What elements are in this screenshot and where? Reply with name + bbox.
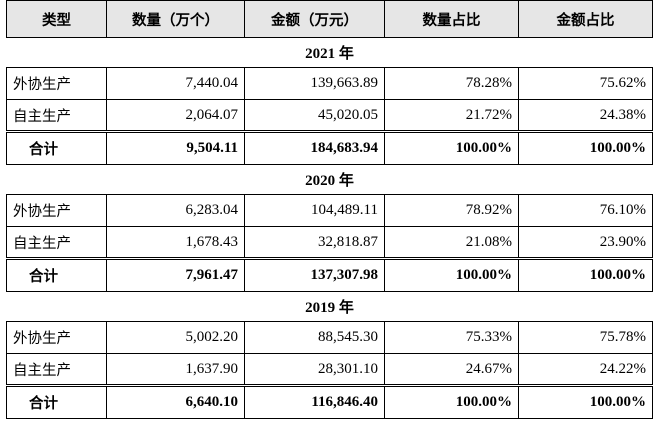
table-row: 外协生产 6,283.04 104,489.11 78.92% 76.10% — [6, 194, 653, 227]
cell-amount: 28,301.10 — [244, 353, 385, 386]
total-quantity-share: 100.00% — [384, 384, 519, 419]
total-quantity: 9,504.11 — [106, 130, 245, 165]
cell-type: 自主生产 — [6, 99, 107, 132]
cell-quantity-share: 24.67% — [384, 353, 519, 386]
total-quantity: 6,640.10 — [106, 384, 245, 419]
cell-amount-share: 76.10% — [518, 194, 653, 227]
cell-amount-share: 75.62% — [518, 67, 653, 100]
total-type: 合计 — [6, 384, 107, 419]
total-quantity-share: 100.00% — [384, 130, 519, 165]
cell-type: 外协生产 — [6, 67, 107, 100]
cell-amount-share: 24.22% — [518, 353, 653, 386]
cell-quantity-share: 21.08% — [384, 226, 519, 259]
total-type: 合计 — [6, 130, 107, 165]
header-type: 类型 — [6, 0, 107, 38]
table-row: 自主生产 2,064.07 45,020.05 21.72% 24.38% — [6, 99, 653, 132]
cell-amount: 45,020.05 — [244, 99, 385, 132]
cell-type: 自主生产 — [6, 226, 107, 259]
total-amount-share: 100.00% — [518, 257, 653, 292]
total-amount: 116,846.40 — [244, 384, 385, 419]
table-row: 外协生产 5,002.20 88,545.30 75.33% 75.78% — [6, 321, 653, 354]
cell-type: 自主生产 — [6, 353, 107, 386]
cell-quantity: 1,637.90 — [106, 353, 245, 386]
year-row: 2020 年 — [6, 164, 653, 195]
cell-quantity: 6,283.04 — [106, 194, 245, 227]
cell-amount: 139,663.89 — [244, 67, 385, 100]
total-amount-share: 100.00% — [518, 384, 653, 419]
header-quantity: 数量（万个） — [106, 0, 245, 38]
header-row: 类型 数量（万个） 金额（万元） 数量占比 金额占比 — [6, 0, 653, 38]
cell-quantity: 5,002.20 — [106, 321, 245, 354]
production-table: 类型 数量（万个） 金额（万元） 数量占比 金额占比 2021 年外协生产 7,4… — [6, 0, 653, 419]
year-row: 2019 年 — [6, 291, 653, 322]
table-row: 自主生产 1,637.90 28,301.10 24.67% 24.22% — [6, 353, 653, 386]
table-row: 自主生产 1,678.43 32,818.87 21.08% 23.90% — [6, 226, 653, 259]
cell-amount: 104,489.11 — [244, 194, 385, 227]
cell-amount: 32,818.87 — [244, 226, 385, 259]
total-quantity: 7,961.47 — [106, 257, 245, 292]
header-quantity-share: 数量占比 — [384, 0, 519, 38]
year-label: 2020 年 — [6, 164, 653, 195]
table-body: 2021 年外协生产 7,440.04 139,663.89 78.28% 75.62%… — [6, 37, 653, 419]
cell-amount-share: 75.78% — [518, 321, 653, 354]
total-row: 合计 9,504.11 184,683.94 100.00% 100.00% — [6, 130, 653, 165]
total-row: 合计 7,961.47 137,307.98 100.00% 100.00% — [6, 257, 653, 292]
total-type: 合计 — [6, 257, 107, 292]
year-label: 2019 年 — [6, 291, 653, 322]
cell-amount: 88,545.30 — [244, 321, 385, 354]
cell-quantity-share: 75.33% — [384, 321, 519, 354]
table-row: 外协生产 7,440.04 139,663.89 78.28% 75.62% — [6, 67, 653, 100]
cell-quantity: 1,678.43 — [106, 226, 245, 259]
cell-type: 外协生产 — [6, 321, 107, 354]
year-label: 2021 年 — [6, 37, 653, 68]
cell-quantity: 7,440.04 — [106, 67, 245, 100]
cell-type: 外协生产 — [6, 194, 107, 227]
total-quantity-share: 100.00% — [384, 257, 519, 292]
cell-quantity-share: 21.72% — [384, 99, 519, 132]
header-amount-share: 金额占比 — [518, 0, 653, 38]
cell-quantity-share: 78.92% — [384, 194, 519, 227]
year-row: 2021 年 — [6, 37, 653, 68]
cell-quantity: 2,064.07 — [106, 99, 245, 132]
total-row: 合计 6,640.10 116,846.40 100.00% 100.00% — [6, 384, 653, 419]
cell-amount-share: 23.90% — [518, 226, 653, 259]
total-amount: 184,683.94 — [244, 130, 385, 165]
total-amount-share: 100.00% — [518, 130, 653, 165]
header-amount: 金额（万元） — [244, 0, 385, 38]
cell-quantity-share: 78.28% — [384, 67, 519, 100]
cell-amount-share: 24.38% — [518, 99, 653, 132]
total-amount: 137,307.98 — [244, 257, 385, 292]
